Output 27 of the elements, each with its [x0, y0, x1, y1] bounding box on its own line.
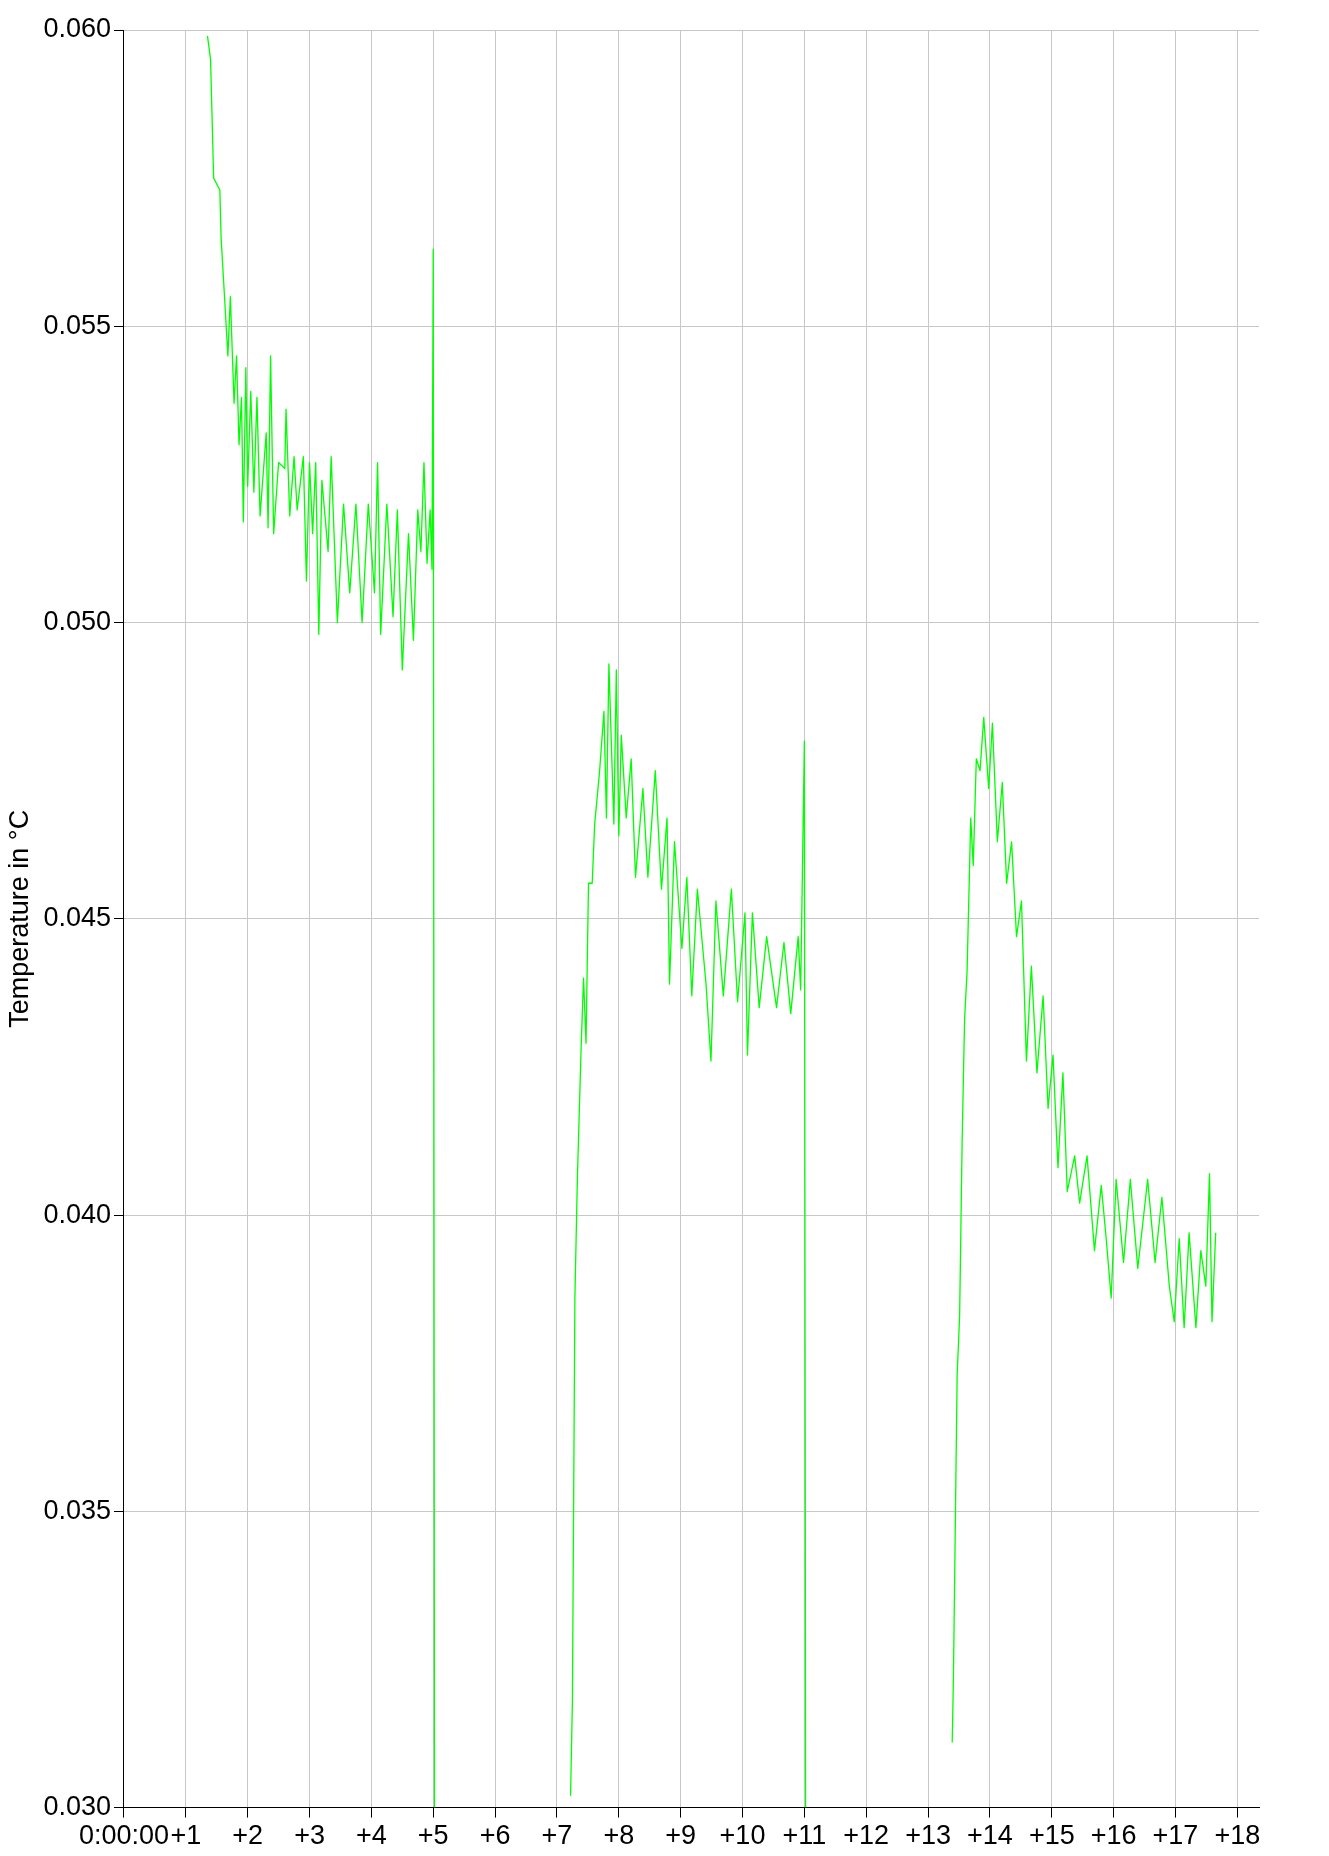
x-tick-label: +6	[479, 1820, 511, 1851]
x-tick-label: +7	[541, 1820, 573, 1851]
y-tick-label: 0.060	[43, 13, 111, 44]
x-tick-label: +13	[905, 1820, 951, 1851]
x-tick-label: +10	[719, 1820, 766, 1851]
y-axis-title: Temperature in °C	[3, 809, 34, 1028]
y-tick-label: 0.040	[43, 1198, 111, 1229]
x-tick-label: +16	[1090, 1820, 1137, 1851]
x-tick-label: +18	[1214, 1820, 1261, 1851]
x-tick-label: +17	[1152, 1820, 1199, 1851]
x-tick-label: +2	[232, 1820, 264, 1851]
x-tick-label: +14	[967, 1820, 1013, 1851]
x-tick-label: +12	[843, 1820, 890, 1851]
y-tick-label: 0.030	[43, 1791, 111, 1822]
x-tick-label: +5	[417, 1820, 449, 1851]
x-tick-label: 0:00:00	[78, 1820, 170, 1851]
x-tick-label: +4	[355, 1820, 387, 1851]
y-tick-label: 0.035	[43, 1494, 111, 1525]
x-tick-label: +11	[782, 1820, 827, 1851]
y-tick-label: 0.055	[43, 309, 111, 340]
y-tick-label: 0.045	[43, 902, 111, 933]
x-tick-label: +3	[294, 1820, 325, 1851]
x-tick-label: +9	[665, 1820, 697, 1851]
x-tick-label: +1	[170, 1820, 202, 1851]
x-tick-label: +15	[1028, 1820, 1075, 1851]
x-tick-label: +8	[603, 1820, 635, 1851]
y-tick-label: 0.050	[43, 605, 111, 636]
